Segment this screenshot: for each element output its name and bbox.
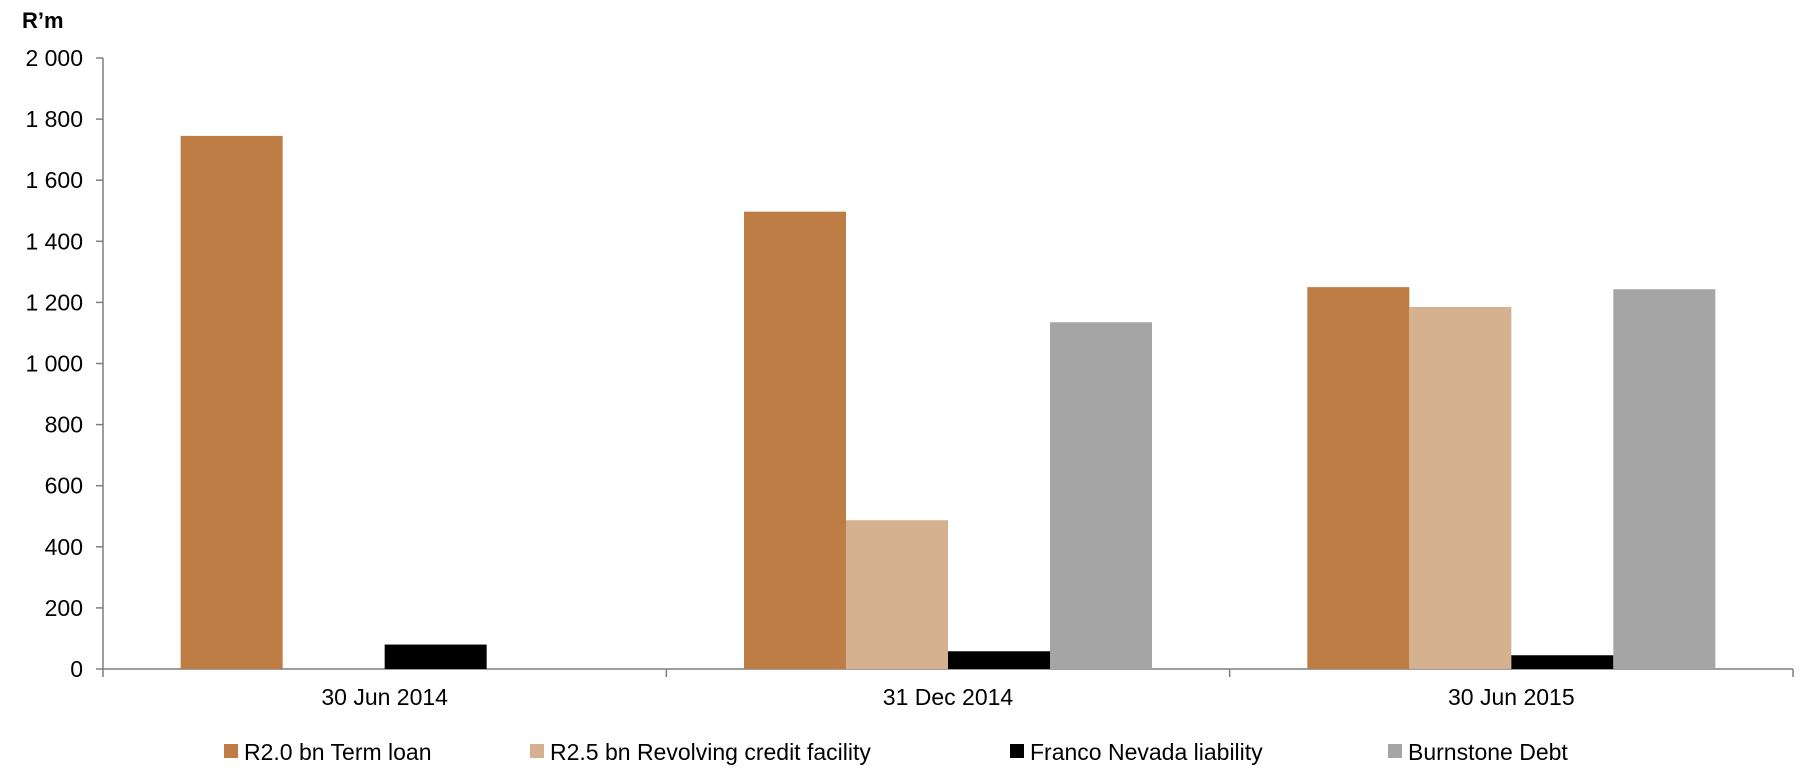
- y-tick-label: 1 800: [25, 106, 83, 132]
- legend-swatch-2: [1010, 744, 1024, 758]
- y-tick-label: 400: [45, 534, 83, 560]
- bars-group: [180, 135, 1716, 670]
- y-tick-label: 1 200: [25, 289, 83, 315]
- legend-label-3: Burnstone Debt: [1408, 739, 1568, 765]
- bar-0-0: [180, 135, 283, 670]
- bar-1-2: [948, 651, 1050, 669]
- legend-swatch-1: [530, 744, 544, 758]
- bar-1-3: [1050, 322, 1152, 669]
- legend-label-2: Franco Nevada liability: [1030, 739, 1263, 765]
- bar-2-2: [1511, 655, 1614, 669]
- y-tick-label: 1 000: [25, 351, 83, 377]
- y-tick-label: 600: [45, 473, 83, 499]
- legend-swatch-3: [1388, 744, 1402, 758]
- x-axis: 30 Jun 2014 31 Dec 2014 30 Jun 2015: [102, 668, 1794, 710]
- bar-1-0: [744, 211, 846, 669]
- legend-label-1: R2.5 bn Revolving credit facility: [550, 739, 871, 765]
- legend: R2.0 bn Term loan R2.5 bn Revolving credi…: [224, 739, 1568, 765]
- x-category-label: 30 Jun 2015: [1448, 684, 1575, 710]
- y-tick-label: 1 400: [25, 228, 83, 254]
- y-axis-unit-label: R’m: [22, 8, 64, 33]
- bar-2-0: [1307, 287, 1410, 669]
- bar-0-2: [384, 644, 487, 669]
- y-tick-label: 200: [45, 595, 83, 621]
- bar-2-3: [1613, 289, 1716, 669]
- x-category-label: 31 Dec 2014: [883, 684, 1014, 710]
- x-category-label: 30 Jun 2014: [321, 684, 448, 710]
- legend-swatch-0: [224, 744, 238, 758]
- y-tick-label: 0: [70, 656, 83, 682]
- bar-2-1: [1409, 306, 1512, 669]
- legend-label-0: R2.0 bn Term loan: [244, 739, 432, 765]
- y-tick-label: 800: [45, 412, 83, 438]
- y-axis: 0 200 400 600 800 1 000 1 200 1 400 1 600 1 800 2 …: [25, 45, 104, 682]
- y-tick-label: 1 600: [25, 167, 83, 193]
- bar-1-1: [846, 520, 948, 669]
- y-tick-label: 2 000: [25, 45, 83, 71]
